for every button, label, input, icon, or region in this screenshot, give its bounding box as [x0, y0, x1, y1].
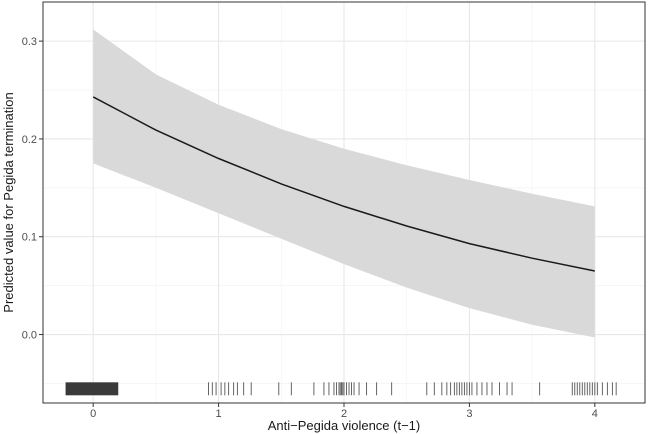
y-tick-label: 0.2 [22, 134, 37, 146]
x-tick-label: 1 [216, 408, 222, 420]
fitted-line [92, 96, 595, 272]
y-tick-label: 0.1 [22, 232, 37, 244]
rug-marks [65, 382, 617, 396]
x-tick-label: 0 [90, 408, 96, 420]
x-axis-title: Anti−Pegida violence (t−1) [268, 418, 420, 433]
x-tick-label: 3 [466, 408, 472, 420]
y-axis-title: Predicted value for Pegida termination [1, 92, 16, 312]
x-axis: 0 1 2 3 4 [90, 403, 598, 420]
x-tick-label: 2 [341, 408, 347, 420]
rug-dense-band [65, 382, 119, 396]
confidence-band [93, 29, 595, 338]
y-axis: 0.0 0.1 0.2 0.3 [22, 36, 43, 342]
x-tick-label: 4 [592, 408, 598, 420]
y-tick-label: 0.3 [22, 36, 37, 48]
y-tick-label: 0.0 [22, 330, 37, 342]
